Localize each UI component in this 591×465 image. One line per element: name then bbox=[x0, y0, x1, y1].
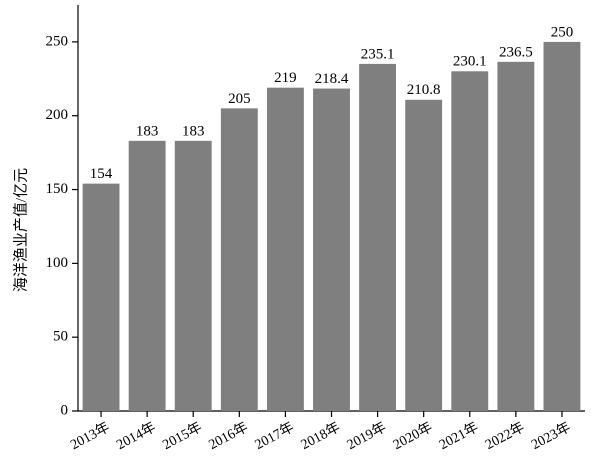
x-tick-label: 2020年 bbox=[390, 419, 435, 453]
bar bbox=[405, 99, 443, 412]
x-tick-label: 2021年 bbox=[437, 419, 482, 453]
x-tick-label: 2022年 bbox=[483, 419, 528, 453]
bar bbox=[220, 108, 258, 411]
value-label: 210.8 bbox=[407, 82, 441, 98]
y-tick-label: 250 bbox=[46, 33, 69, 49]
value-label: 205 bbox=[228, 91, 251, 107]
x-tick-label: 2019年 bbox=[344, 419, 389, 453]
bar bbox=[451, 71, 489, 411]
x-tick-label: 2017年 bbox=[252, 419, 297, 453]
value-label: 219 bbox=[274, 70, 297, 86]
value-label: 236.5 bbox=[499, 44, 533, 60]
bar bbox=[266, 87, 304, 411]
value-label: 183 bbox=[182, 123, 205, 139]
x-tick-label: 2016年 bbox=[206, 419, 251, 453]
value-label: 183 bbox=[136, 123, 159, 139]
x-tick-label: 2018年 bbox=[298, 419, 343, 453]
bar bbox=[313, 88, 350, 411]
x-tick-label: 2015年 bbox=[160, 419, 205, 453]
x-tick-label: 2014年 bbox=[114, 419, 159, 453]
y-tick-label: 100 bbox=[46, 255, 69, 271]
bar bbox=[497, 61, 535, 412]
y-axis-label: 海洋渔业产值/亿元 bbox=[12, 168, 29, 292]
bar bbox=[82, 183, 120, 411]
bar bbox=[174, 140, 212, 412]
y-tick-label: 200 bbox=[46, 107, 69, 123]
x-tick-label: 2013年 bbox=[68, 419, 113, 453]
bar bbox=[359, 63, 397, 411]
value-label: 154 bbox=[90, 166, 113, 182]
bar bbox=[543, 41, 581, 412]
value-label: 235.1 bbox=[361, 46, 395, 62]
y-tick-label: 150 bbox=[46, 181, 69, 197]
value-label: 218.4 bbox=[315, 71, 349, 87]
bar bbox=[128, 140, 166, 412]
y-tick-label: 0 bbox=[61, 402, 69, 418]
value-label: 230.1 bbox=[453, 54, 487, 70]
y-tick-label: 50 bbox=[53, 329, 68, 345]
x-tick-label: 2023年 bbox=[529, 419, 574, 453]
value-label: 250 bbox=[551, 24, 574, 40]
